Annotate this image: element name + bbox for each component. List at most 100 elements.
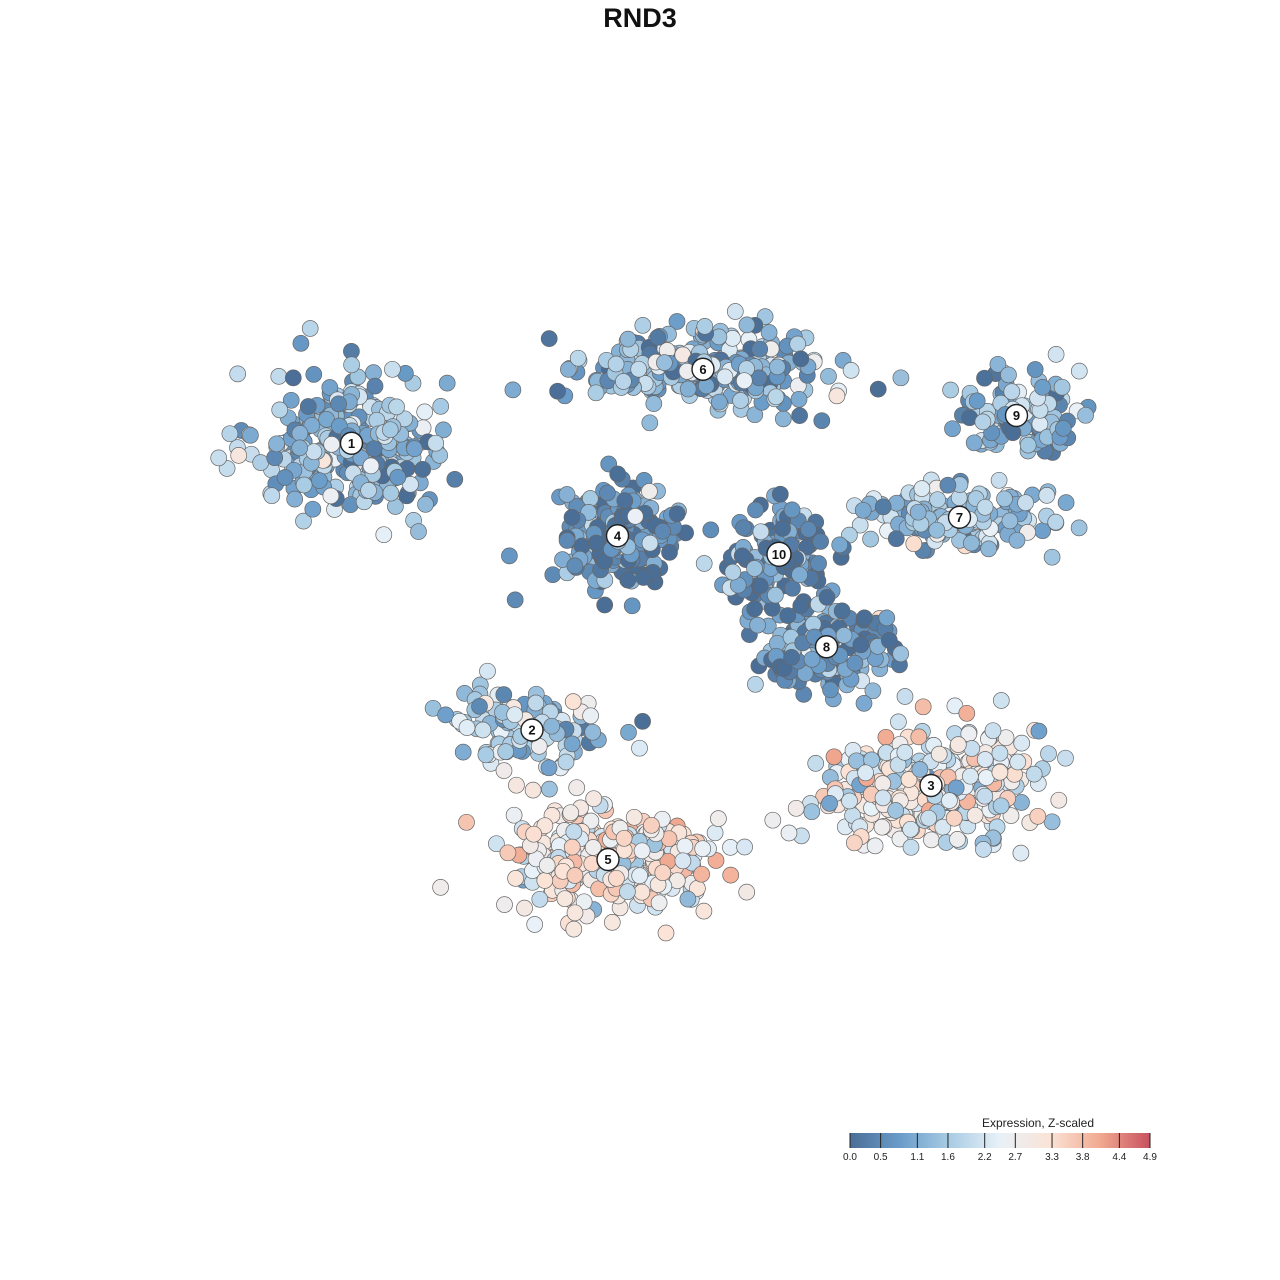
cell-point <box>866 837 884 855</box>
cell-point <box>944 420 961 438</box>
cell-point <box>645 395 663 412</box>
cell-point <box>619 883 636 901</box>
cell-point <box>303 417 321 434</box>
cell-point <box>968 392 986 410</box>
cell-point <box>524 781 542 799</box>
cell-point <box>910 728 928 746</box>
cell-point <box>975 841 992 858</box>
colorbar-title: Expression, Z-scaled <box>982 1116 1094 1130</box>
cell-point <box>271 401 289 419</box>
cell-point <box>980 540 998 558</box>
svg-text:7: 7 <box>956 510 963 525</box>
cell-point <box>724 563 742 581</box>
cells-layer <box>210 303 1097 942</box>
cell-point <box>563 838 581 856</box>
cell-point <box>877 728 895 746</box>
cell-point <box>783 649 800 666</box>
cell-point <box>831 536 849 554</box>
cell-point <box>295 476 313 494</box>
cell-point <box>928 521 946 539</box>
cell-point <box>437 706 454 724</box>
cell-point <box>874 775 892 792</box>
cell-point <box>615 829 633 847</box>
cell-point <box>384 360 401 378</box>
cell-point <box>746 560 763 577</box>
cell-point <box>735 519 752 537</box>
cell-point <box>365 440 383 458</box>
cell-point <box>779 607 797 624</box>
colorbar-tick-label: 3.3 <box>1045 1152 1059 1163</box>
cell-point <box>767 586 784 604</box>
cell-point <box>1034 379 1051 396</box>
cell-point <box>388 398 405 416</box>
cell-point <box>694 840 712 858</box>
cell-point <box>1053 378 1071 396</box>
cell-point <box>587 384 605 402</box>
cell-point <box>402 476 419 493</box>
cell-point <box>634 317 652 334</box>
cell-point <box>343 356 360 374</box>
cell-point <box>230 447 248 464</box>
cell-point <box>722 839 739 856</box>
cell-point <box>1043 548 1061 566</box>
cell-point <box>284 369 302 387</box>
cell-point <box>564 693 582 710</box>
cell-point <box>760 324 778 341</box>
cell-point <box>852 636 870 654</box>
cell-point <box>771 485 789 503</box>
cell-point <box>563 509 581 526</box>
cell-point <box>654 864 672 882</box>
cell-point <box>1057 494 1075 511</box>
cell-point <box>382 484 400 502</box>
cell-point <box>557 753 575 771</box>
cell-point <box>892 645 910 663</box>
cell-point <box>389 468 407 486</box>
cell-point <box>526 916 544 933</box>
cell-point <box>707 852 725 869</box>
cell-point <box>342 496 359 514</box>
colorbar-tick-label: 3.8 <box>1076 1152 1090 1163</box>
cluster-label-1: 1 <box>339 431 364 455</box>
cell-point <box>508 776 525 794</box>
cell-point <box>268 435 285 453</box>
cell-point <box>631 867 649 885</box>
cell-point <box>507 870 524 887</box>
cell-point <box>791 566 808 584</box>
colorbar-ticks: 0.0 0.5 1.1 1.6 2.2 2.7 3.3 3.8 4.4 4.9 <box>843 1133 1157 1163</box>
cell-point <box>538 857 556 874</box>
cell-point <box>560 361 577 378</box>
cell-point <box>633 842 651 860</box>
cell-point <box>504 381 522 399</box>
cell-point <box>495 686 513 703</box>
cell-point <box>974 413 992 431</box>
cell-point <box>911 761 929 778</box>
cell-point <box>410 523 427 540</box>
cell-point <box>596 596 614 614</box>
cell-point <box>965 434 983 452</box>
cell-point <box>706 824 724 842</box>
cell-point <box>505 806 523 824</box>
cell-point <box>963 534 980 552</box>
cell-point <box>976 751 994 768</box>
cell-point <box>417 496 434 513</box>
cell-point <box>1012 844 1030 862</box>
cell-point <box>774 520 791 537</box>
cell-point <box>825 748 843 766</box>
svg-text:1: 1 <box>348 436 355 451</box>
cell-point <box>603 914 621 931</box>
cell-point <box>909 503 927 521</box>
cell-point <box>846 654 864 672</box>
cell-point <box>749 616 766 634</box>
cell-point <box>913 480 931 497</box>
cluster-labels-layer: 1 2 3 4 5 6 7 8 9 10 <box>339 357 1029 872</box>
cell-point <box>828 387 846 405</box>
cell-point <box>599 484 616 502</box>
cell-point <box>654 522 672 540</box>
cell-point <box>286 490 304 508</box>
cell-point <box>1025 765 1043 783</box>
cell-point <box>939 476 957 494</box>
cell-point <box>565 823 583 841</box>
cell-point <box>822 681 839 699</box>
cell-point <box>263 487 281 505</box>
cell-point <box>1077 406 1094 424</box>
